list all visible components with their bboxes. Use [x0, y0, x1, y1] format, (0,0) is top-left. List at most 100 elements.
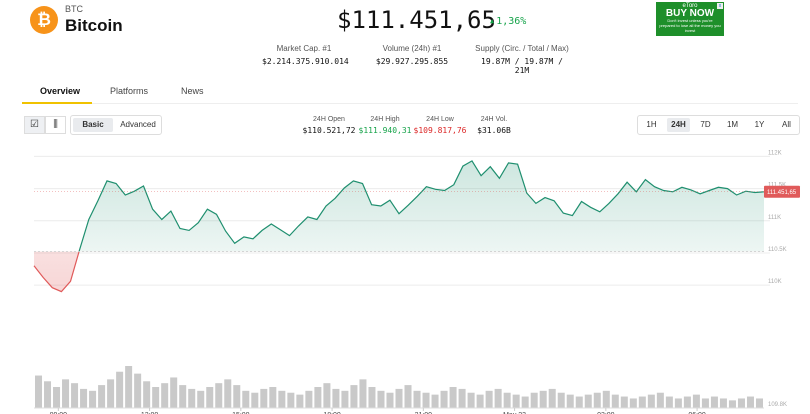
- current-price-tag: [764, 185, 800, 198]
- stat-value: $29.927.295.855: [375, 57, 449, 66]
- volume-bar: [170, 377, 178, 408]
- volume-bar: [233, 385, 241, 408]
- volume-bar: [746, 396, 754, 408]
- volume-bar: [134, 373, 142, 408]
- chart-axes: 112K 111.5K 111K 110.5K 110K 109.8K 111.451,65…: [50, 150, 800, 414]
- volume-bar: [530, 392, 538, 408]
- ad-cta: BUY NOW: [665, 8, 715, 19]
- price-change-value: 1,36%: [496, 16, 527, 27]
- volume-bar: [269, 387, 277, 408]
- chart-mode-toggle: Basic Advanced: [70, 115, 162, 135]
- mode-advanced-button[interactable]: Advanced: [120, 120, 156, 129]
- volume-bar: [386, 392, 394, 408]
- x-tick-label: 15:00: [232, 412, 250, 414]
- content-tabs: Overview Platforms News: [22, 80, 798, 104]
- tab-news[interactable]: News: [181, 86, 204, 96]
- volume-bar: [314, 387, 322, 408]
- volume-bar: [197, 390, 205, 408]
- volume-bar: [62, 379, 70, 408]
- line-chart-icon: ☑: [30, 119, 39, 130]
- daily-open: 24H Open $110.521,72: [300, 116, 358, 135]
- volume-bar: [143, 381, 151, 408]
- price-change: ▲ 1,36%: [490, 16, 526, 27]
- volume-bar: [611, 394, 619, 408]
- volume-bar: [35, 375, 43, 408]
- volume-bar: [296, 394, 304, 408]
- range-1y-button[interactable]: 1Y: [754, 120, 765, 129]
- range-1m-button[interactable]: 1M: [726, 120, 739, 129]
- volume-bar: [620, 396, 628, 408]
- etoro-ad-banner[interactable]: eToro BUY NOW Don't invest unless you're…: [656, 2, 724, 36]
- x-tick-label: 09:00: [50, 412, 68, 414]
- volume-bar: [305, 390, 313, 408]
- line-chart-button[interactable]: ☑: [24, 116, 45, 134]
- volume-bar: [278, 390, 286, 408]
- x-tick-label: 18:00: [323, 412, 341, 414]
- stat-supply: Supply (Circ. / Total / Max) 19.87M / 19…: [474, 44, 570, 75]
- volume-bar: [116, 371, 124, 408]
- volume-bar: [503, 392, 511, 408]
- volume-bar: [377, 390, 385, 408]
- volume-bar: [476, 394, 484, 408]
- volume-bar: [458, 388, 466, 408]
- time-range-selector: 1H 24H 7D 1M 1Y All: [637, 115, 800, 135]
- volume-bar: [161, 383, 169, 408]
- volume-bar: [665, 396, 673, 408]
- stat-value: 19.87M / 19.87M / 21M: [481, 57, 563, 75]
- volume-bar: [323, 383, 331, 408]
- volume-bar: [368, 387, 376, 408]
- volume-bar: [602, 390, 610, 408]
- daily-volume: 24H Vol. $31.06B: [472, 116, 516, 135]
- change-up-icon: ▲: [490, 17, 495, 25]
- range-7d-button[interactable]: 7D: [700, 120, 711, 129]
- price-chart[interactable]: 112K 111.5K 111K 110.5K 110K 109.8K 111.451,65…: [0, 140, 810, 414]
- active-tab-indicator: [22, 102, 92, 104]
- volume-bar: [125, 366, 133, 408]
- volume-bar: [287, 392, 295, 408]
- tab-overview[interactable]: Overview: [40, 86, 81, 96]
- stat-label: Volume (24h) #1: [382, 44, 442, 53]
- range-all-button[interactable]: All: [782, 120, 791, 129]
- volume-bar: [638, 396, 646, 408]
- volume-bar: [593, 392, 601, 408]
- current-price-tag-label: 111.451,65: [767, 190, 797, 196]
- volume-bar: [359, 379, 367, 408]
- daily-high: 24H High $111.940,31: [357, 116, 413, 135]
- volume-bar: [98, 385, 106, 408]
- volume-bar: [710, 396, 718, 408]
- volume-bar: [332, 388, 340, 408]
- ad-close-icon[interactable]: x: [717, 3, 723, 9]
- range-1h-button[interactable]: 1H: [646, 120, 657, 129]
- stat-label: Supply (Circ. / Total / Max): [475, 44, 569, 53]
- volume-bar: [494, 388, 502, 408]
- y-tick-label: 109.8K: [768, 402, 787, 408]
- range-24h-button[interactable]: 24H: [667, 118, 690, 132]
- volume-bar: [521, 396, 529, 408]
- x-tick-label: 03:00: [597, 412, 615, 414]
- x-tick-label: 06:00: [688, 412, 706, 414]
- volume-bar: [215, 383, 223, 408]
- volume-bar: [107, 379, 115, 408]
- volume-bar: [566, 394, 574, 408]
- volume-bar: [557, 392, 565, 408]
- volume-bar: [737, 398, 745, 408]
- volume-bar: [251, 392, 259, 408]
- tab-platforms[interactable]: Platforms: [110, 86, 149, 96]
- volume-bar: [701, 398, 709, 408]
- volume-bar: [179, 385, 187, 408]
- candlestick-chart-button[interactable]: ⫼: [45, 116, 66, 134]
- daily-high-label: 24H High: [370, 116, 400, 123]
- ad-fine-print: Don't invest unless you're prepared to l…: [659, 18, 721, 33]
- daily-open-label: 24H Open: [313, 116, 345, 123]
- mode-basic-button[interactable]: Basic: [73, 118, 113, 132]
- coin-symbol: BTC: [65, 4, 83, 14]
- volume-bar: [224, 379, 232, 408]
- y-tick-label: 111K: [768, 215, 781, 221]
- volume-bar: [260, 388, 268, 408]
- bitcoin-logo-icon: ₿: [30, 6, 58, 34]
- volume-bar: [485, 390, 493, 408]
- stat-volume: Volume (24h) #1 $29.927.295.855: [374, 44, 450, 66]
- y-tick-label: 110K: [768, 279, 782, 285]
- volume-bar: [512, 394, 520, 408]
- volume-bar: [674, 398, 682, 408]
